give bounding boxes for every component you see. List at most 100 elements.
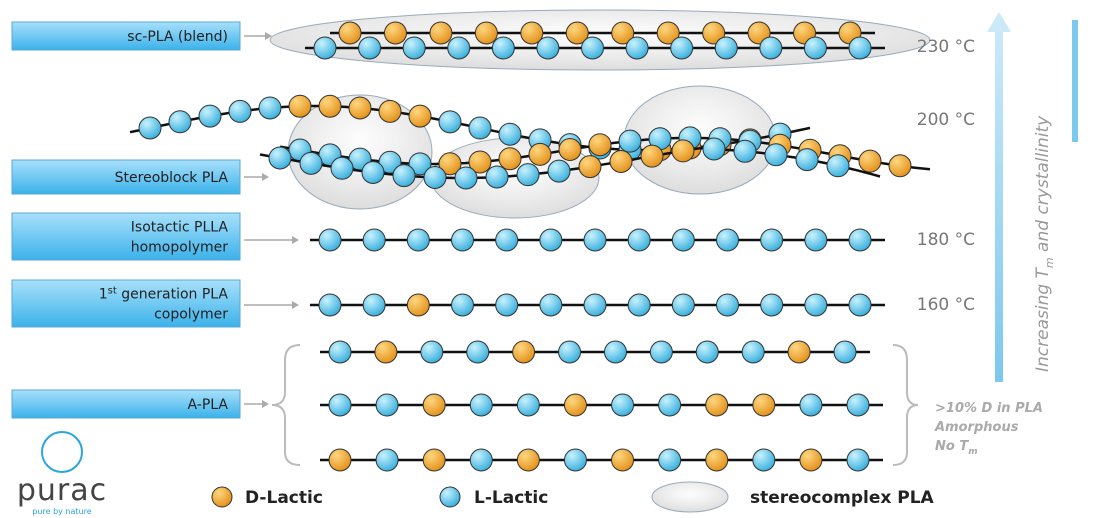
bead bbox=[424, 167, 446, 189]
bead bbox=[849, 294, 871, 316]
bead bbox=[496, 229, 518, 251]
bead bbox=[641, 145, 663, 167]
bead bbox=[612, 394, 634, 416]
bead bbox=[548, 160, 570, 182]
bead bbox=[564, 449, 586, 471]
bead bbox=[329, 341, 351, 363]
bead bbox=[537, 37, 559, 59]
bead bbox=[889, 155, 911, 177]
bead bbox=[760, 37, 782, 59]
arrow-head bbox=[262, 173, 269, 181]
bead bbox=[452, 294, 474, 316]
label-text: Stereoblock PLA bbox=[115, 170, 229, 186]
bead bbox=[469, 117, 491, 139]
accent-bar bbox=[1072, 20, 1078, 142]
bead bbox=[517, 449, 539, 471]
bead bbox=[440, 487, 460, 507]
bead bbox=[139, 117, 161, 139]
bead bbox=[765, 144, 787, 166]
bead bbox=[619, 130, 641, 152]
bead bbox=[376, 394, 398, 416]
bead bbox=[517, 394, 539, 416]
axis-label: Increasing Tm and crystallinity bbox=[1033, 115, 1056, 372]
bead bbox=[650, 341, 672, 363]
bead bbox=[363, 229, 385, 251]
bead bbox=[517, 164, 539, 186]
bead bbox=[339, 22, 361, 44]
bead bbox=[753, 449, 775, 471]
bead bbox=[788, 341, 810, 363]
bead bbox=[559, 139, 581, 161]
bead bbox=[672, 294, 694, 316]
bead bbox=[847, 449, 869, 471]
bead bbox=[513, 341, 535, 363]
label-text: copolymer bbox=[154, 307, 228, 323]
bead bbox=[403, 37, 425, 59]
bead bbox=[659, 394, 681, 416]
bead bbox=[761, 294, 783, 316]
diagram: sc-PLA (blend)Stereoblock PLAIsotactic P… bbox=[0, 0, 1093, 518]
bead bbox=[319, 229, 341, 251]
bracket bbox=[272, 345, 300, 465]
bead bbox=[715, 37, 737, 59]
bead bbox=[470, 449, 492, 471]
bead bbox=[529, 143, 551, 165]
bead bbox=[331, 157, 353, 179]
bead bbox=[319, 294, 341, 316]
bead bbox=[393, 165, 415, 187]
subscript: m bbox=[968, 447, 977, 457]
bead bbox=[409, 105, 431, 127]
bead bbox=[329, 449, 351, 471]
bead bbox=[849, 37, 871, 59]
bead bbox=[559, 341, 581, 363]
bead bbox=[384, 22, 406, 44]
bead bbox=[604, 341, 626, 363]
bead bbox=[319, 95, 341, 117]
bead bbox=[486, 166, 508, 188]
bead bbox=[706, 394, 728, 416]
bead bbox=[584, 294, 606, 316]
legend-text: stereocomplex PLA bbox=[750, 488, 935, 508]
bead bbox=[470, 394, 492, 416]
bead bbox=[804, 37, 826, 59]
label-text: generation PLA bbox=[117, 287, 229, 303]
bead bbox=[212, 487, 232, 507]
bead bbox=[452, 229, 474, 251]
bead bbox=[379, 100, 401, 122]
bead bbox=[455, 167, 477, 189]
bead bbox=[448, 37, 470, 59]
bead bbox=[430, 22, 452, 44]
bead bbox=[314, 37, 336, 59]
subscript: m bbox=[1043, 257, 1056, 268]
bead bbox=[407, 294, 429, 316]
legend-text: L-Lactic bbox=[474, 488, 548, 508]
bead bbox=[847, 394, 869, 416]
bead bbox=[805, 294, 827, 316]
bead bbox=[706, 449, 728, 471]
bead bbox=[475, 22, 497, 44]
logo-ring bbox=[42, 432, 82, 472]
bracket bbox=[893, 345, 918, 465]
bead bbox=[659, 449, 681, 471]
label-text: homopolymer bbox=[131, 240, 229, 256]
bead bbox=[199, 105, 221, 127]
bead bbox=[496, 294, 518, 316]
bead bbox=[300, 152, 322, 174]
note: No T bbox=[935, 439, 969, 454]
arrow-head bbox=[292, 301, 299, 309]
bead bbox=[289, 95, 311, 117]
bead bbox=[376, 449, 398, 471]
bead bbox=[761, 229, 783, 251]
bead bbox=[439, 111, 461, 133]
temperature: 200 °C bbox=[917, 110, 975, 130]
axis-arrow-head bbox=[987, 12, 1011, 32]
label-text: A-PLA bbox=[188, 397, 229, 413]
label-text: 1 bbox=[99, 287, 108, 303]
bead bbox=[582, 37, 604, 59]
bead bbox=[589, 134, 611, 156]
bead bbox=[717, 229, 739, 251]
note: Amorphous bbox=[934, 420, 1019, 435]
bead bbox=[499, 148, 521, 170]
bead bbox=[703, 138, 725, 160]
